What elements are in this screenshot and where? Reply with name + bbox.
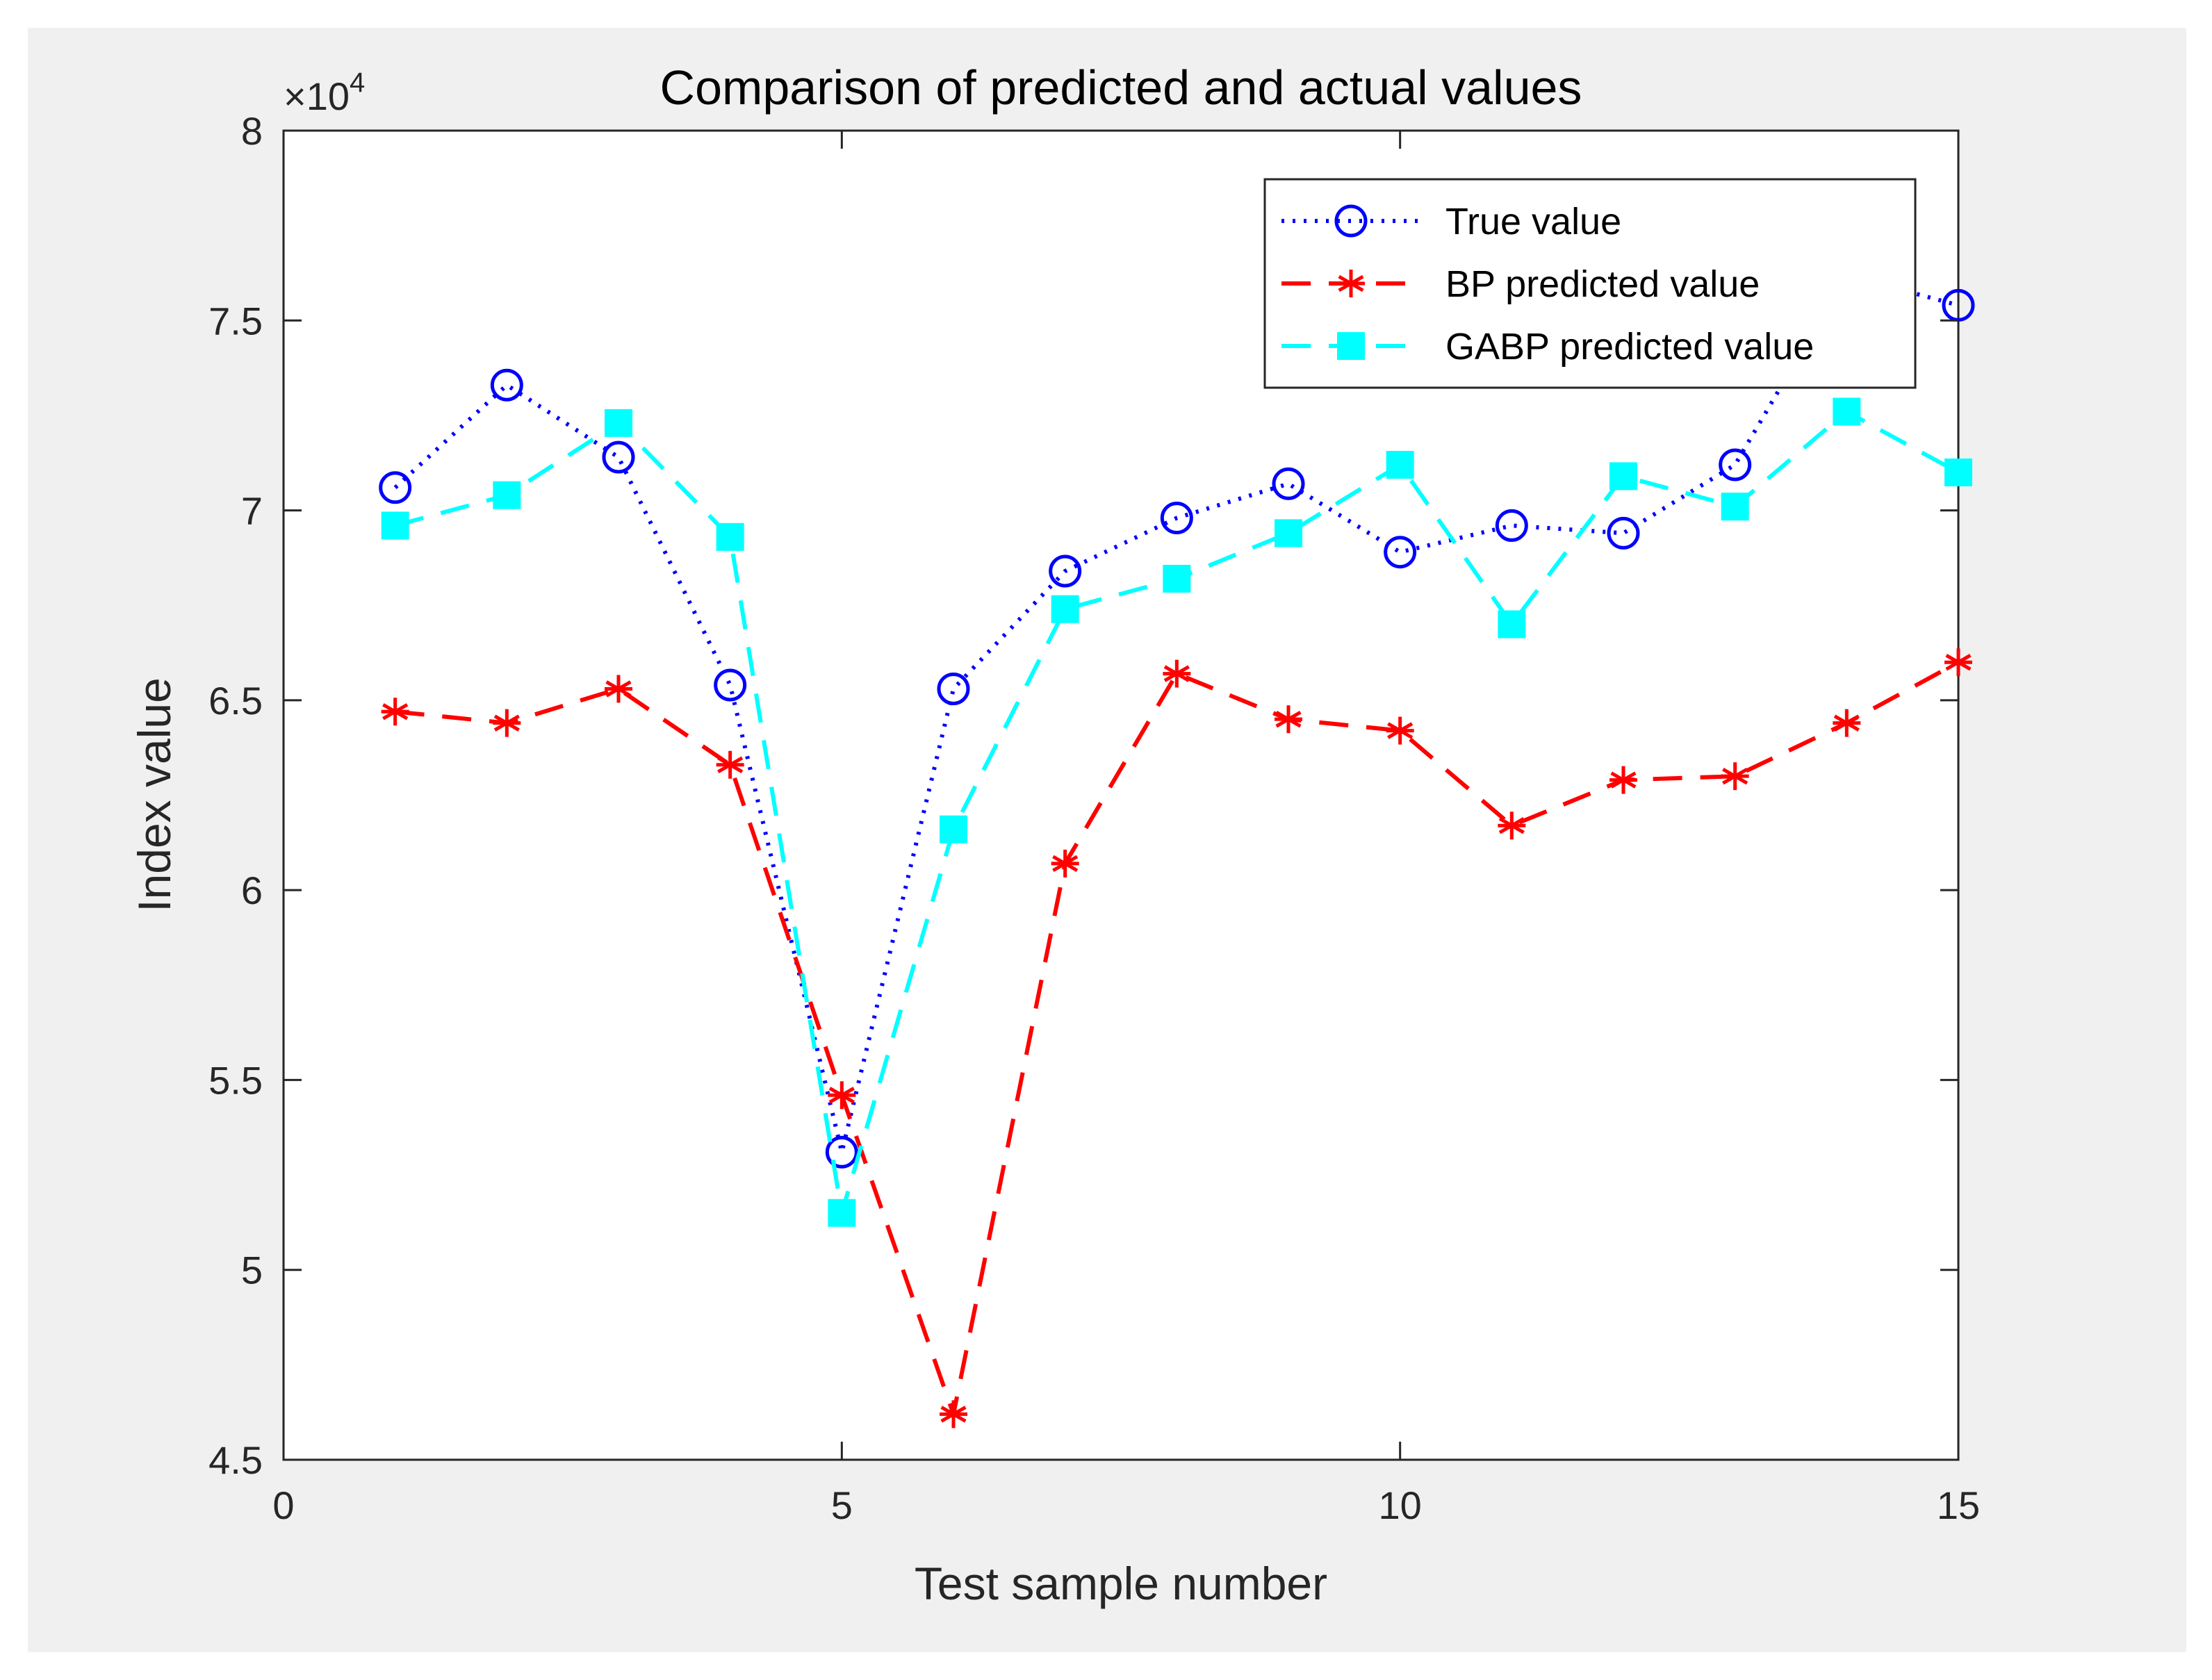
data-point-bp-predicted-value	[1498, 812, 1526, 840]
data-point-bp-predicted-value	[1944, 648, 1972, 677]
data-point-gabp-predicted-value	[1275, 519, 1302, 547]
legend-label-gabp-predicted-value: GABP predicted value	[1445, 326, 1814, 368]
data-point-bp-predicted-value	[1163, 659, 1191, 688]
line-chart: 0 5 10 15 4.5 5 5.5 6 6.5 7 7.5 8 Comparison of pre…	[129, 60, 1980, 1609]
data-point-gabp-predicted-value	[1833, 397, 1861, 426]
y-tick-label: 6.5	[208, 679, 263, 723]
data-point-true-value	[1272, 467, 1305, 500]
data-point-bp-predicted-value	[1721, 762, 1749, 791]
data-point-bp-predicted-value	[1051, 849, 1079, 878]
data-point-bp-predicted-value	[381, 698, 409, 726]
y-tick-label: 8	[241, 109, 263, 153]
data-point-true-value	[937, 672, 970, 705]
series-line-true-value	[393, 272, 1959, 1153]
data-point-bp-predicted-value	[1386, 716, 1414, 745]
data-point-gabp-predicted-value	[493, 481, 521, 509]
data-point-true-value	[1495, 509, 1528, 542]
data-point-gabp-predicted-value	[1498, 610, 1526, 639]
legend-label-bp-predicted-value: BP predicted value	[1445, 263, 1760, 305]
data-point-gabp-predicted-value	[828, 1199, 856, 1227]
data-point-bp-predicted-value	[1833, 709, 1861, 737]
data-point-gabp-predicted-value	[1609, 462, 1637, 491]
y-tick-label: 5.5	[208, 1058, 263, 1102]
y-tick-label: 7.5	[208, 299, 263, 343]
y-tick-label: 6	[241, 868, 263, 912]
data-point-bp-predicted-value	[1275, 705, 1302, 734]
chart-title: Comparison of predicted and actual value…	[660, 60, 1582, 115]
data-point-gabp-predicted-value	[716, 522, 744, 551]
data-point-true-value	[1160, 502, 1193, 535]
x-tick-label: 0	[272, 1483, 294, 1527]
data-point-gabp-predicted-value	[940, 815, 967, 843]
data-point-true-value	[379, 471, 412, 504]
legend-box	[1263, 178, 1917, 389]
data-point-gabp-predicted-value	[381, 511, 409, 540]
data-point-true-value	[1384, 536, 1417, 569]
y-multiplier-exponent: 4	[350, 67, 365, 98]
y-axis-multiplier: ×104	[284, 67, 365, 118]
data-point-bp-predicted-value	[716, 750, 744, 779]
data-point-true-value	[714, 668, 747, 702]
x-tick-label: 10	[1379, 1483, 1422, 1527]
legend-marker-true-value	[1334, 204, 1368, 238]
data-point-true-value	[602, 440, 635, 474]
y-axis-title: Index value	[129, 677, 180, 912]
y-tick-label: 7	[241, 489, 263, 533]
y-multiplier-base: ×10	[284, 74, 350, 118]
data-point-true-value	[490, 368, 523, 402]
x-tick-label: 5	[831, 1483, 853, 1527]
legend-marker-bp-predicted-value	[1337, 270, 1365, 297]
data-point-true-value	[825, 1135, 858, 1169]
data-point-bp-predicted-value	[1609, 766, 1637, 794]
data-point-true-value	[1607, 516, 1640, 550]
x-tick-label: 15	[1937, 1483, 1980, 1527]
data-point-gabp-predicted-value	[1163, 564, 1191, 593]
y-tick-label: 4.5	[208, 1438, 263, 1482]
data-point-gabp-predicted-value	[1944, 458, 1972, 486]
data-point-bp-predicted-value	[940, 1400, 967, 1428]
data-point-gabp-predicted-value	[1721, 493, 1749, 521]
x-axis-title: Test sample number	[915, 1558, 1327, 1609]
data-point-gabp-predicted-value	[1386, 450, 1414, 479]
data-point-bp-predicted-value	[828, 1081, 856, 1110]
figure-background: 0 5 10 15 4.5 5 5.5 6 6.5 7 7.5 8 Comparison of pre…	[28, 28, 2186, 1652]
legend-marker-gabp-predicted-value	[1337, 332, 1365, 360]
data-point-bp-predicted-value	[605, 675, 632, 703]
data-point-gabp-predicted-value	[605, 409, 632, 437]
data-point-gabp-predicted-value	[1051, 595, 1079, 623]
legend-label-true-value: True value	[1445, 201, 1621, 242]
data-point-true-value	[1719, 448, 1752, 481]
data-point-true-value	[1049, 554, 1082, 588]
legend: True value BP predicted value GABP predict…	[1263, 178, 1917, 389]
y-tick-label: 5	[241, 1249, 263, 1292]
data-point-bp-predicted-value	[493, 709, 521, 737]
